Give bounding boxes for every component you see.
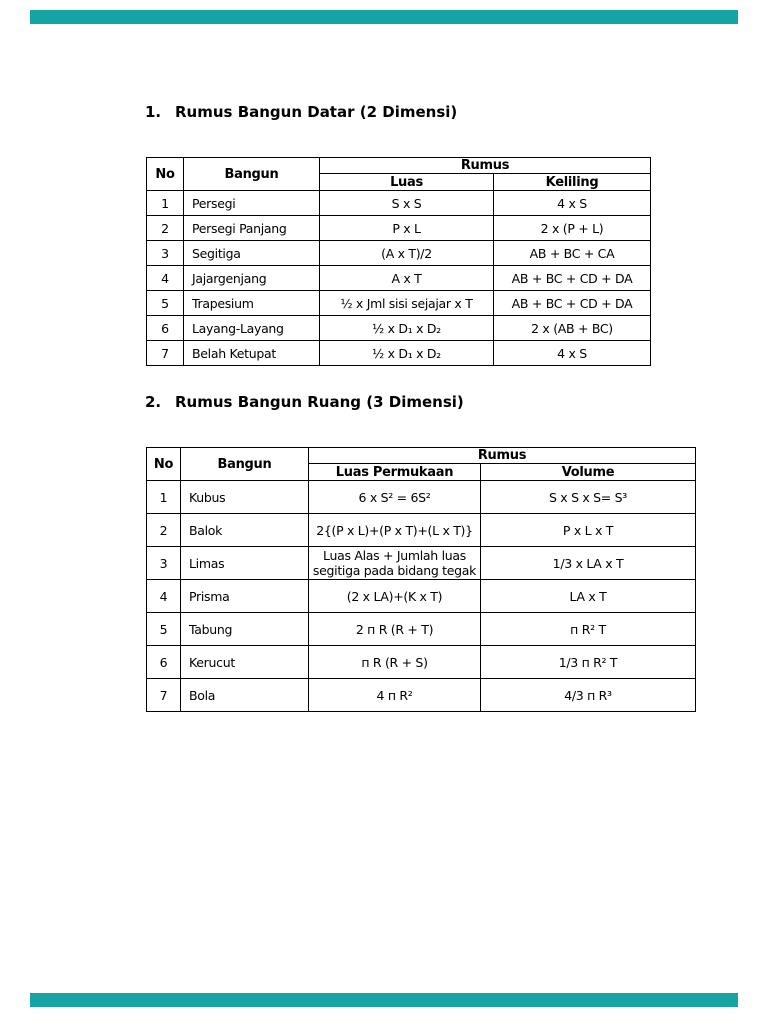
cell-no: 7 bbox=[146, 678, 181, 712]
cell-no: 3 bbox=[146, 240, 184, 266]
cell-formula-2: 2 x (AB + BC) bbox=[493, 315, 651, 341]
cell-no: 1 bbox=[146, 480, 181, 514]
col-header-no: No bbox=[146, 157, 184, 191]
cell-formula-2: 1/3 x LA x T bbox=[480, 546, 696, 580]
section-2-title: 2. Rumus Bangun Ruang (3 Dimensi) bbox=[145, 393, 464, 412]
cell-bangun: Prisma bbox=[180, 579, 309, 613]
cell-no: 4 bbox=[146, 265, 184, 291]
table-3d-body: 1 Kubus 6 x S² = 6S² S x S x S= S³ 2 Balok 2{(… bbox=[146, 480, 696, 712]
cell-formula-1: ½ x Jml sisi sejajar x T bbox=[319, 290, 494, 316]
table-row: 4 Prisma (2 x LA)+(K x T) LA x T bbox=[146, 579, 696, 613]
col-header-volume: Volume bbox=[480, 463, 696, 481]
cell-no: 6 bbox=[146, 315, 184, 341]
table-row: 3 Limas Luas Alas + Jumlah luas segitiga p… bbox=[146, 546, 696, 580]
cell-formula-2: 4/3 п R³ bbox=[480, 678, 696, 712]
table-row: 1 Kubus 6 x S² = 6S² S x S x S= S³ bbox=[146, 480, 696, 514]
cell-bangun: Balok bbox=[180, 513, 309, 547]
cell-no: 4 bbox=[146, 579, 181, 613]
section-2-heading: Rumus Bangun Ruang (3 Dimensi) bbox=[175, 393, 464, 411]
cell-formula-2: п R² T bbox=[480, 612, 696, 646]
table-2d-shapes: No Bangun Rumus Luas Keliling 1 Persegi S … bbox=[146, 157, 651, 366]
table-row: 6 Kerucut п R (R + S) 1/3 п R² T bbox=[146, 645, 696, 679]
cell-formula-2: AB + BC + CA bbox=[493, 240, 651, 266]
cell-bangun: Layang-Layang bbox=[183, 315, 320, 341]
cell-formula-1: 2 п R (R + T) bbox=[308, 612, 481, 646]
table-header-row: No Bangun Rumus bbox=[146, 157, 651, 191]
col-header-rumus: Rumus bbox=[319, 157, 651, 174]
cell-formula-2: P x L x T bbox=[480, 513, 696, 547]
cell-no: 2 bbox=[146, 215, 184, 241]
table-row: 7 Belah Ketupat ½ x D₁ x D₂ 4 x S bbox=[146, 340, 651, 366]
cell-bangun: Kubus bbox=[180, 480, 309, 514]
cell-formula-2: 2 x (P + L) bbox=[493, 215, 651, 241]
cell-formula-1: п R (R + S) bbox=[308, 645, 481, 679]
col-header-keliling: Keliling bbox=[493, 173, 651, 191]
col-header-bangun: Bangun bbox=[183, 157, 320, 191]
cell-no: 2 bbox=[146, 513, 181, 547]
col-header-no: No bbox=[146, 447, 181, 481]
table-row: 2 Balok 2{(P x L)+(P x T)+(L x T)} P x L x … bbox=[146, 513, 696, 547]
cell-bangun: Kerucut bbox=[180, 645, 309, 679]
cell-formula-1: ½ x D₁ x D₂ bbox=[319, 315, 494, 341]
cell-formula-2: AB + BC + CD + DA bbox=[493, 290, 651, 316]
cell-formula-2: 4 x S bbox=[493, 190, 651, 216]
section-2-number: 2. bbox=[145, 393, 162, 411]
cell-formula-2: 1/3 п R² T bbox=[480, 645, 696, 679]
cell-no: 5 bbox=[146, 612, 181, 646]
cell-formula-1: (A x T)/2 bbox=[319, 240, 494, 266]
cell-formula-1: 6 x S² = 6S² bbox=[308, 480, 481, 514]
cell-formula-1: S x S bbox=[319, 190, 494, 216]
col-header-bangun: Bangun bbox=[180, 447, 309, 481]
cell-formula-1: P x L bbox=[319, 215, 494, 241]
cell-bangun: Belah Ketupat bbox=[183, 340, 320, 366]
cell-formula-1: A x T bbox=[319, 265, 494, 291]
cell-no: 1 bbox=[146, 190, 184, 216]
col-header-rumus: Rumus bbox=[308, 447, 696, 464]
cell-formula-2: 4 x S bbox=[493, 340, 651, 366]
cell-formula-1: (2 x LA)+(K x T) bbox=[308, 579, 481, 613]
cell-no: 3 bbox=[146, 546, 181, 580]
cell-bangun: Persegi Panjang bbox=[183, 215, 320, 241]
table-row: 3 Segitiga (A x T)/2 AB + BC + CA bbox=[146, 240, 651, 266]
table-header-row: No Bangun Rumus bbox=[146, 447, 696, 481]
cell-bangun: Segitiga bbox=[183, 240, 320, 266]
section-1-number: 1. bbox=[145, 103, 162, 121]
cell-bangun: Bola bbox=[180, 678, 309, 712]
cell-formula-2: S x S x S= S³ bbox=[480, 480, 696, 514]
page-separator-top bbox=[30, 10, 738, 24]
table-row: 5 Trapesium ½ x Jml sisi sejajar x T AB + B… bbox=[146, 290, 651, 316]
cell-bangun: Jajargenjang bbox=[183, 265, 320, 291]
cell-bangun: Limas bbox=[180, 546, 309, 580]
cell-formula-1: ½ x D₁ x D₂ bbox=[319, 340, 494, 366]
section-1-title: 1. Rumus Bangun Datar (2 Dimensi) bbox=[145, 103, 457, 122]
cell-formula-2: AB + BC + CD + DA bbox=[493, 265, 651, 291]
cell-formula-2: LA x T bbox=[480, 579, 696, 613]
section-1-heading: Rumus Bangun Datar (2 Dimensi) bbox=[175, 103, 458, 121]
cell-no: 7 bbox=[146, 340, 184, 366]
cell-bangun: Tabung bbox=[180, 612, 309, 646]
table-row: 7 Bola 4 п R² 4/3 п R³ bbox=[146, 678, 696, 712]
cell-no: 6 bbox=[146, 645, 181, 679]
table-row: 5 Tabung 2 п R (R + T) п R² T bbox=[146, 612, 696, 646]
cell-formula-1: 4 п R² bbox=[308, 678, 481, 712]
cell-bangun: Persegi bbox=[183, 190, 320, 216]
cell-no: 5 bbox=[146, 290, 184, 316]
page-separator-bottom bbox=[30, 993, 738, 1007]
table-row: 4 Jajargenjang A x T AB + BC + CD + DA bbox=[146, 265, 651, 291]
cell-bangun: Trapesium bbox=[183, 290, 320, 316]
col-header-luas-permukaan: Luas Permukaan bbox=[308, 463, 481, 481]
col-header-luas: Luas bbox=[319, 173, 494, 191]
cell-formula-1: 2{(P x L)+(P x T)+(L x T)} bbox=[308, 513, 481, 547]
table-row: 6 Layang-Layang ½ x D₁ x D₂ 2 x (AB + BC) bbox=[146, 315, 651, 341]
cell-formula-1: Luas Alas + Jumlah luas segitiga pada bi… bbox=[308, 546, 481, 580]
